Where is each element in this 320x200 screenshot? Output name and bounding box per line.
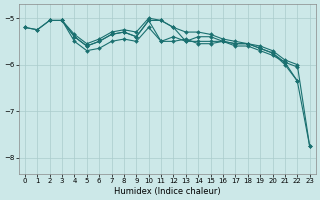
X-axis label: Humidex (Indice chaleur): Humidex (Indice chaleur) (114, 187, 220, 196)
